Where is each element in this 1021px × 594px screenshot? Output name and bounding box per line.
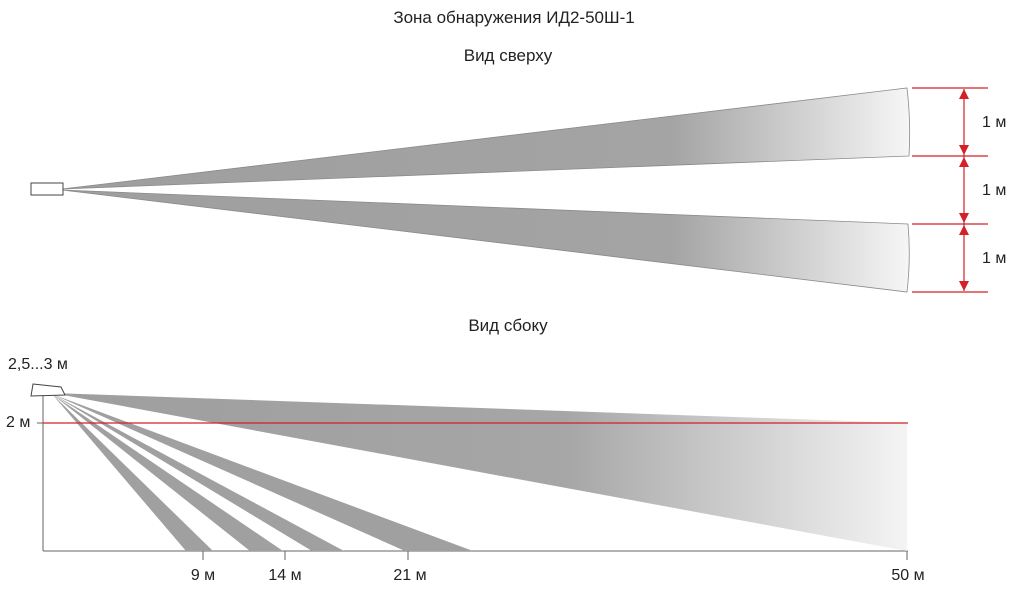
side-beam-21m [52, 394, 344, 551]
sensor-side-view [30, 383, 66, 397]
spacing-label-3: 1 м [982, 250, 1007, 267]
side-view-label: Вид сбоку [468, 316, 548, 335]
mount-height-label: 2,5...3 м [8, 356, 68, 373]
distance-label-14m: 14 м [268, 567, 302, 584]
distance-label-21m: 21 м [393, 567, 427, 584]
diagram-title: Зона обнаружения ИД2-50Ш-1 [393, 8, 635, 27]
top-view-label: Вид сверху [463, 46, 553, 65]
sensor-top-view [30, 182, 64, 196]
side-beam-29m [52, 394, 473, 551]
side-view [30, 383, 908, 560]
height-2m-label: 2 м [6, 414, 31, 431]
spacing-label-1: 1 м [982, 114, 1007, 131]
side-beam-50m [52, 393, 907, 551]
spacing-label-2: 1 м [982, 182, 1007, 199]
spacing-dimensions [912, 87, 988, 293]
distance-label-50m: 50 м [891, 567, 925, 584]
top-beam-lower [61, 189, 910, 293]
distance-label-9m: 9 м [190, 567, 216, 584]
side-beam-9m [52, 394, 213, 551]
top-beam-upper [61, 87, 911, 190]
side-beam-14m [52, 394, 283, 551]
top-view [30, 87, 911, 293]
